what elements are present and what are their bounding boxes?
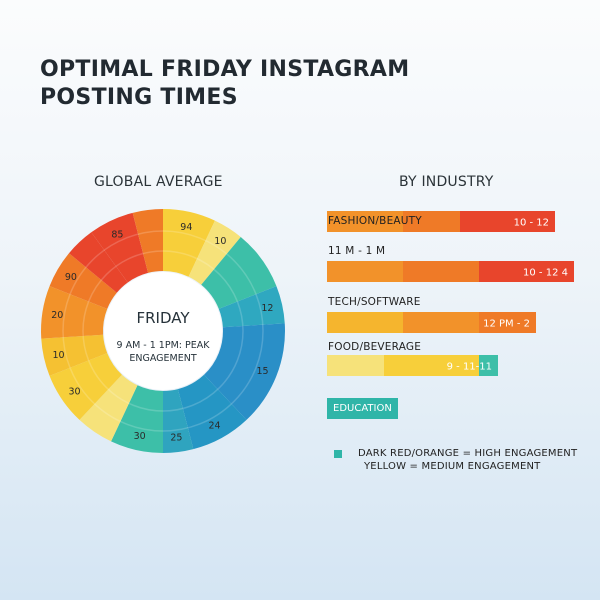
donut-segment-label: 90 xyxy=(65,272,77,283)
donut-segment-label: 85 xyxy=(111,230,123,241)
donut-segment xyxy=(132,209,163,273)
donut-segment-label: 10 xyxy=(53,350,65,361)
by-industry-heading: BY INDUSTRY xyxy=(399,174,494,190)
donut-segment xyxy=(163,389,194,453)
industry-bar-segment xyxy=(403,211,460,232)
industry-bar-segment xyxy=(403,312,479,333)
donut-center-line-2: ENGAGEMENT xyxy=(129,353,196,364)
industry-bar-segment xyxy=(403,261,479,282)
donut-center xyxy=(104,272,222,390)
donut-segment xyxy=(218,286,285,328)
legend-swatch xyxy=(334,450,342,458)
industry-bar-segment xyxy=(327,261,403,282)
donut-segment xyxy=(201,236,277,309)
donut-segment xyxy=(49,353,122,420)
donut-center-title: FRIDAY xyxy=(136,309,190,327)
donut-segment-label: 20 xyxy=(51,310,63,321)
education-tag: EDUCATION xyxy=(327,398,398,419)
industry-bar-segment xyxy=(479,355,498,376)
legend-line-2: YELLOW = MEDIUM ENGAGEMENT xyxy=(364,461,541,472)
title-line-2: POSTING TIMES xyxy=(40,85,238,110)
donut-segment xyxy=(49,253,117,309)
donut-segment-label: 25 xyxy=(170,433,182,444)
bar-category-label: FOOD/BEVERAGE xyxy=(328,341,422,353)
donut-segment xyxy=(188,220,241,285)
donut-segment xyxy=(68,232,128,293)
donut-ring xyxy=(82,250,244,412)
donut-segment xyxy=(111,385,163,453)
donut-center-line-1: 9 AM - 1 1PM: PEAK xyxy=(117,340,211,351)
donut-segment-label: 24 xyxy=(209,420,221,431)
bar-category-label: FASHION/BEAUTY xyxy=(328,215,422,227)
donut-segment xyxy=(204,323,285,420)
donut-segment xyxy=(163,209,215,277)
industry-bar-segment xyxy=(384,355,479,376)
industry-bar-value-label: 9 - 11-11 xyxy=(447,362,492,373)
donut-segment xyxy=(41,334,108,376)
donut-ring xyxy=(62,230,264,432)
industry-bar-segment xyxy=(460,211,555,232)
industry-bar-segment xyxy=(327,211,403,232)
bar-category-label: TECH/SOFTWARE xyxy=(328,296,421,308)
donut-segment xyxy=(41,286,108,339)
chart-title: OPTIMAL FRIDAY INSTAGRAM POSTING TIMES xyxy=(40,56,409,112)
industry-bar-value-label: 10 - 12 xyxy=(514,218,549,229)
donut-segment xyxy=(177,374,247,450)
industry-bar-segment xyxy=(479,261,574,282)
donut-segment-label: 12 xyxy=(261,303,273,314)
legend-line-1: DARK RED/ORANGE = HIGH ENGAGEMENT xyxy=(358,448,578,459)
bar-category-label: 11 M - 1 M xyxy=(328,245,386,257)
industry-bar-segment xyxy=(327,355,384,376)
global-average-heading: GLOBAL AVERAGE xyxy=(94,174,223,190)
donut-labels: 94 10 12 15 24 25 30 30 10 20 90 85 xyxy=(51,222,273,444)
industry-bar-segment xyxy=(479,312,536,333)
donut-segment-label: 15 xyxy=(256,366,268,377)
donut-chart xyxy=(41,209,285,453)
industry-bar-value-label: 10 - 12 4 xyxy=(523,268,568,279)
industry-bar-value-label: 12 PM - 2 xyxy=(483,319,530,330)
industry-bar-segment xyxy=(327,312,403,333)
donut-segment-label: 30 xyxy=(134,431,146,442)
industry-bars: 10 - 12 10 - 12 4 12 PM - 2 9 - 11-11 xyxy=(327,211,574,376)
donut-segment xyxy=(91,212,149,283)
donut-segment xyxy=(79,374,138,442)
donut-segment-label: 30 xyxy=(68,387,80,398)
donut-segment-label: 94 xyxy=(180,222,192,233)
donut-segment-label: 10 xyxy=(214,236,226,247)
title-line-1: OPTIMAL FRIDAY INSTAGRAM xyxy=(40,57,410,82)
